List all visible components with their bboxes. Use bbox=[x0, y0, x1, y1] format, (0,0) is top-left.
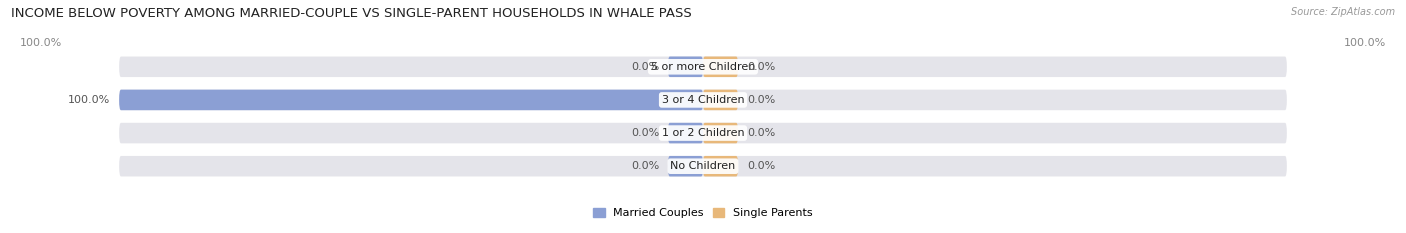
Text: 0.0%: 0.0% bbox=[631, 128, 659, 138]
FancyBboxPatch shape bbox=[120, 90, 703, 110]
Text: 0.0%: 0.0% bbox=[747, 95, 775, 105]
Text: 0.0%: 0.0% bbox=[747, 128, 775, 138]
Text: 100.0%: 100.0% bbox=[1344, 38, 1386, 48]
Text: 1 or 2 Children: 1 or 2 Children bbox=[662, 128, 744, 138]
Text: 0.0%: 0.0% bbox=[631, 161, 659, 171]
Legend: Married Couples, Single Parents: Married Couples, Single Parents bbox=[593, 208, 813, 218]
Text: 0.0%: 0.0% bbox=[747, 161, 775, 171]
Text: 100.0%: 100.0% bbox=[20, 38, 62, 48]
Text: 3 or 4 Children: 3 or 4 Children bbox=[662, 95, 744, 105]
FancyBboxPatch shape bbox=[703, 156, 738, 176]
Text: Source: ZipAtlas.com: Source: ZipAtlas.com bbox=[1291, 7, 1395, 17]
FancyBboxPatch shape bbox=[703, 90, 738, 110]
Text: 0.0%: 0.0% bbox=[631, 62, 659, 72]
Text: 100.0%: 100.0% bbox=[67, 95, 111, 105]
Text: 5 or more Children: 5 or more Children bbox=[651, 62, 755, 72]
FancyBboxPatch shape bbox=[120, 90, 1286, 110]
FancyBboxPatch shape bbox=[668, 57, 703, 77]
Text: 0.0%: 0.0% bbox=[747, 62, 775, 72]
FancyBboxPatch shape bbox=[120, 156, 1286, 176]
FancyBboxPatch shape bbox=[668, 156, 703, 176]
FancyBboxPatch shape bbox=[120, 57, 1286, 77]
Text: INCOME BELOW POVERTY AMONG MARRIED-COUPLE VS SINGLE-PARENT HOUSEHOLDS IN WHALE P: INCOME BELOW POVERTY AMONG MARRIED-COUPL… bbox=[11, 7, 692, 20]
FancyBboxPatch shape bbox=[668, 123, 703, 143]
Text: No Children: No Children bbox=[671, 161, 735, 171]
FancyBboxPatch shape bbox=[120, 123, 1286, 143]
FancyBboxPatch shape bbox=[703, 57, 738, 77]
FancyBboxPatch shape bbox=[703, 123, 738, 143]
